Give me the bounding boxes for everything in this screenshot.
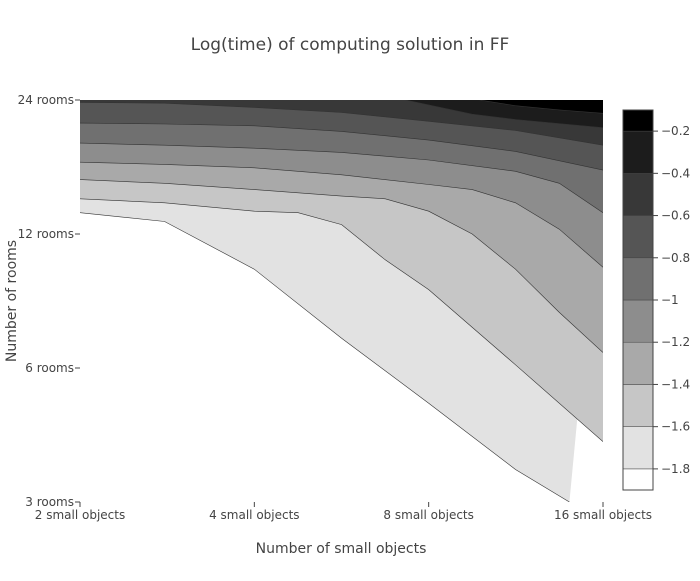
colorbar-tick-label: −1.6: [661, 420, 690, 434]
y-tick-label: 12 rooms: [18, 227, 74, 241]
colorbar: −1.8 −1.6 −1.4 −1.2 −1 −0.8 −0.6 −0.4 −0.2: [622, 109, 690, 491]
y-tick-label: 24 rooms: [18, 93, 74, 107]
colorbar-segment: [622, 341, 654, 385]
colorbar-segment: [622, 215, 654, 259]
colorbar-segment: [622, 130, 654, 174]
x-tick-label: 2 small objects: [35, 508, 125, 522]
colorbar-tick-label: −0.8: [661, 251, 690, 265]
y-axis-title: Number of rooms: [4, 240, 20, 362]
contour-line: [80, 212, 570, 502]
colorbar-segment: [622, 257, 654, 301]
contour-band: [479, 100, 603, 114]
contour-line: [80, 122, 603, 171]
colorbar-tick-label: −1.4: [661, 377, 690, 391]
contour-line: [479, 100, 603, 114]
contour-line: [405, 100, 603, 128]
y-tick-label: 6 rooms: [25, 361, 74, 375]
contour-line: [80, 161, 603, 268]
colorbar-segment: [622, 299, 654, 343]
colorbar-tick-label: −0.2: [661, 124, 690, 138]
contour-line: [80, 198, 603, 442]
colorbar-segment: [622, 468, 654, 491]
colorbar-segment: [622, 109, 654, 132]
y-axis: 3 rooms 6 rooms 12 rooms 24 rooms: [18, 93, 80, 509]
colorbar-tick-label: −1.8: [661, 462, 690, 476]
colorbar-segment: [622, 173, 654, 216]
x-axis: 2 small objects 4 small objects 8 small ob…: [35, 502, 652, 522]
x-tick-label: 8 small objects: [383, 508, 473, 522]
colorbar-tick-label: −0.4: [661, 166, 690, 180]
x-tick-label: 4 small objects: [209, 508, 299, 522]
contour-line: [80, 102, 603, 146]
colorbar-segment: [622, 426, 654, 470]
contour-line: [80, 179, 603, 353]
colorbar-tick-label: −1.2: [661, 335, 690, 349]
colorbar-tick-label: −1: [661, 293, 679, 307]
y-tick-label: 3 rooms: [25, 495, 74, 509]
chart-title: Log(time) of computing solution in FF: [191, 35, 510, 55]
colorbar-tick-label: −0.6: [661, 209, 690, 223]
contour-line: [80, 142, 603, 213]
x-axis-title: Number of small objects: [256, 541, 427, 557]
x-tick-label: 16 small objects: [554, 508, 652, 522]
colorbar-segment: [622, 384, 654, 427]
plot-area: [80, 100, 603, 502]
